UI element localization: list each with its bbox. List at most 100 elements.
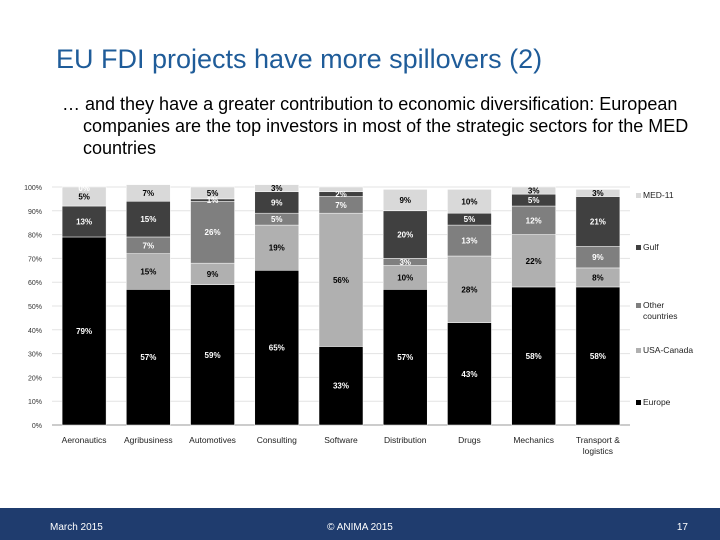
data-label: 57% [397,353,413,362]
legend-swatch [636,303,641,308]
data-label: 15% [140,267,156,276]
bar-segment [447,255,492,323]
y-tick-label: 50% [28,304,42,311]
bar-segment [318,212,364,347]
x-tick-label: Distribution [384,435,427,445]
x-tick-label: Agribusiness [124,435,173,445]
x-tick-label: Consulting [257,435,297,445]
footer-date: March 2015 [50,522,103,533]
y-tick-label: 10% [28,399,42,406]
data-label: 8% [592,273,604,282]
slide-footer: March 2015 © ANIMA 2015 17 [0,508,720,540]
bar-segment [254,224,300,271]
y-tick-label: 80% [28,233,42,240]
x-tick-label: Software [324,435,358,445]
legend-label: Other countries [643,300,678,321]
legend-label-line: countries [643,311,678,321]
data-label: 3% [528,187,540,196]
data-label: 28% [461,285,477,294]
bar-segment [511,205,556,235]
legend-label: MED-11 [643,190,674,200]
data-label: 12% [526,216,542,225]
data-label: 43% [461,370,477,379]
data-label: 1% [207,196,219,205]
bar-segment [190,201,235,264]
y-tick-label: 100% [24,185,42,192]
data-label: 10% [397,273,413,282]
data-label: 33% [333,382,349,391]
data-label: 58% [590,352,606,361]
data-label: 2% [335,190,347,199]
y-tick-label: 90% [28,209,42,216]
bar-segment [575,196,621,247]
data-label: 58% [526,352,542,361]
x-tick-label-line: logistics [583,446,613,456]
data-label: 9% [207,270,219,279]
data-label: 56% [333,276,349,285]
bar-segment [126,253,171,290]
stacked-bar-chart: 79%13%5%57%15%7%15%7%59%9%26%1%5%65%19%5… [24,184,693,456]
data-label: 7% [143,189,155,198]
bar-segment [447,322,492,426]
data-label: 57% [140,353,156,362]
data-label: 7% [143,241,155,250]
x-tick-label: Aeronautics [62,435,107,445]
x-tick-label: Automotives [189,435,236,445]
slide-title: EU FDI projects have more spillovers (2) [56,44,543,74]
legend-swatch [636,245,641,250]
data-label: 3% [399,258,411,267]
bar-segment [382,210,428,259]
data-label: 3% [592,189,604,198]
chart-data-labels: 79%13%5%57%15%7%15%7%59%9%26%1%5%65%19%5… [76,184,606,391]
data-label: 9% [271,198,283,207]
chart-legend: MED-11 Gulf Other countries USA-Canada Europe [636,190,693,407]
data-label: 9% [592,253,604,262]
data-label: 59% [205,351,221,360]
bar-segment [126,289,171,426]
data-label: 13% [461,237,477,246]
data-label: 13% [76,218,92,227]
legend-label-line: Other [643,300,664,310]
data-label: 5% [78,193,90,202]
x-tick-label: Transport & logistics [576,435,620,456]
bar-segment [126,184,171,202]
data-label: 0% [78,184,90,193]
y-tick-label: 30% [28,352,42,359]
legend-swatch [636,400,641,405]
footer-copyright: © ANIMA 2015 [327,522,393,533]
data-label: 5% [207,189,219,198]
bar-segment [61,186,107,207]
x-tick-label: Drugs [458,435,481,445]
chart-x-axis: Aeronautics Agribusiness Automotives Consul… [62,435,621,456]
bar-segment [511,186,556,195]
bar-segment [190,284,235,426]
bar-segment [126,201,171,238]
data-label: 9% [399,196,411,205]
data-label: 19% [269,244,285,253]
bar-segment [318,186,364,193]
data-label: 26% [205,228,221,237]
data-label: 3% [271,184,283,193]
bar-segment [318,346,364,426]
data-label: 5% [528,196,540,205]
data-label: 22% [526,257,542,266]
data-label: 5% [271,215,283,224]
bar-segment [190,186,235,200]
y-tick-label: 60% [28,280,42,287]
legend-label: USA-Canada [643,345,693,355]
bar-segment [511,286,556,426]
data-label: 7% [335,201,347,210]
slide-subtitle: … and they have a greater contribution t… [62,94,689,158]
data-label: 5% [464,215,476,224]
footer-page-number: 17 [676,522,688,533]
bar-segment [575,286,621,426]
bar-segment [575,189,621,197]
y-tick-label: 0% [32,423,42,430]
x-tick-label: Mechanics [513,435,554,445]
legend-swatch [636,348,641,353]
bar-segment [382,289,428,426]
bar-segment [511,234,556,288]
data-label: 15% [140,215,156,224]
data-label: 65% [269,344,285,353]
bar-segment [61,236,107,426]
